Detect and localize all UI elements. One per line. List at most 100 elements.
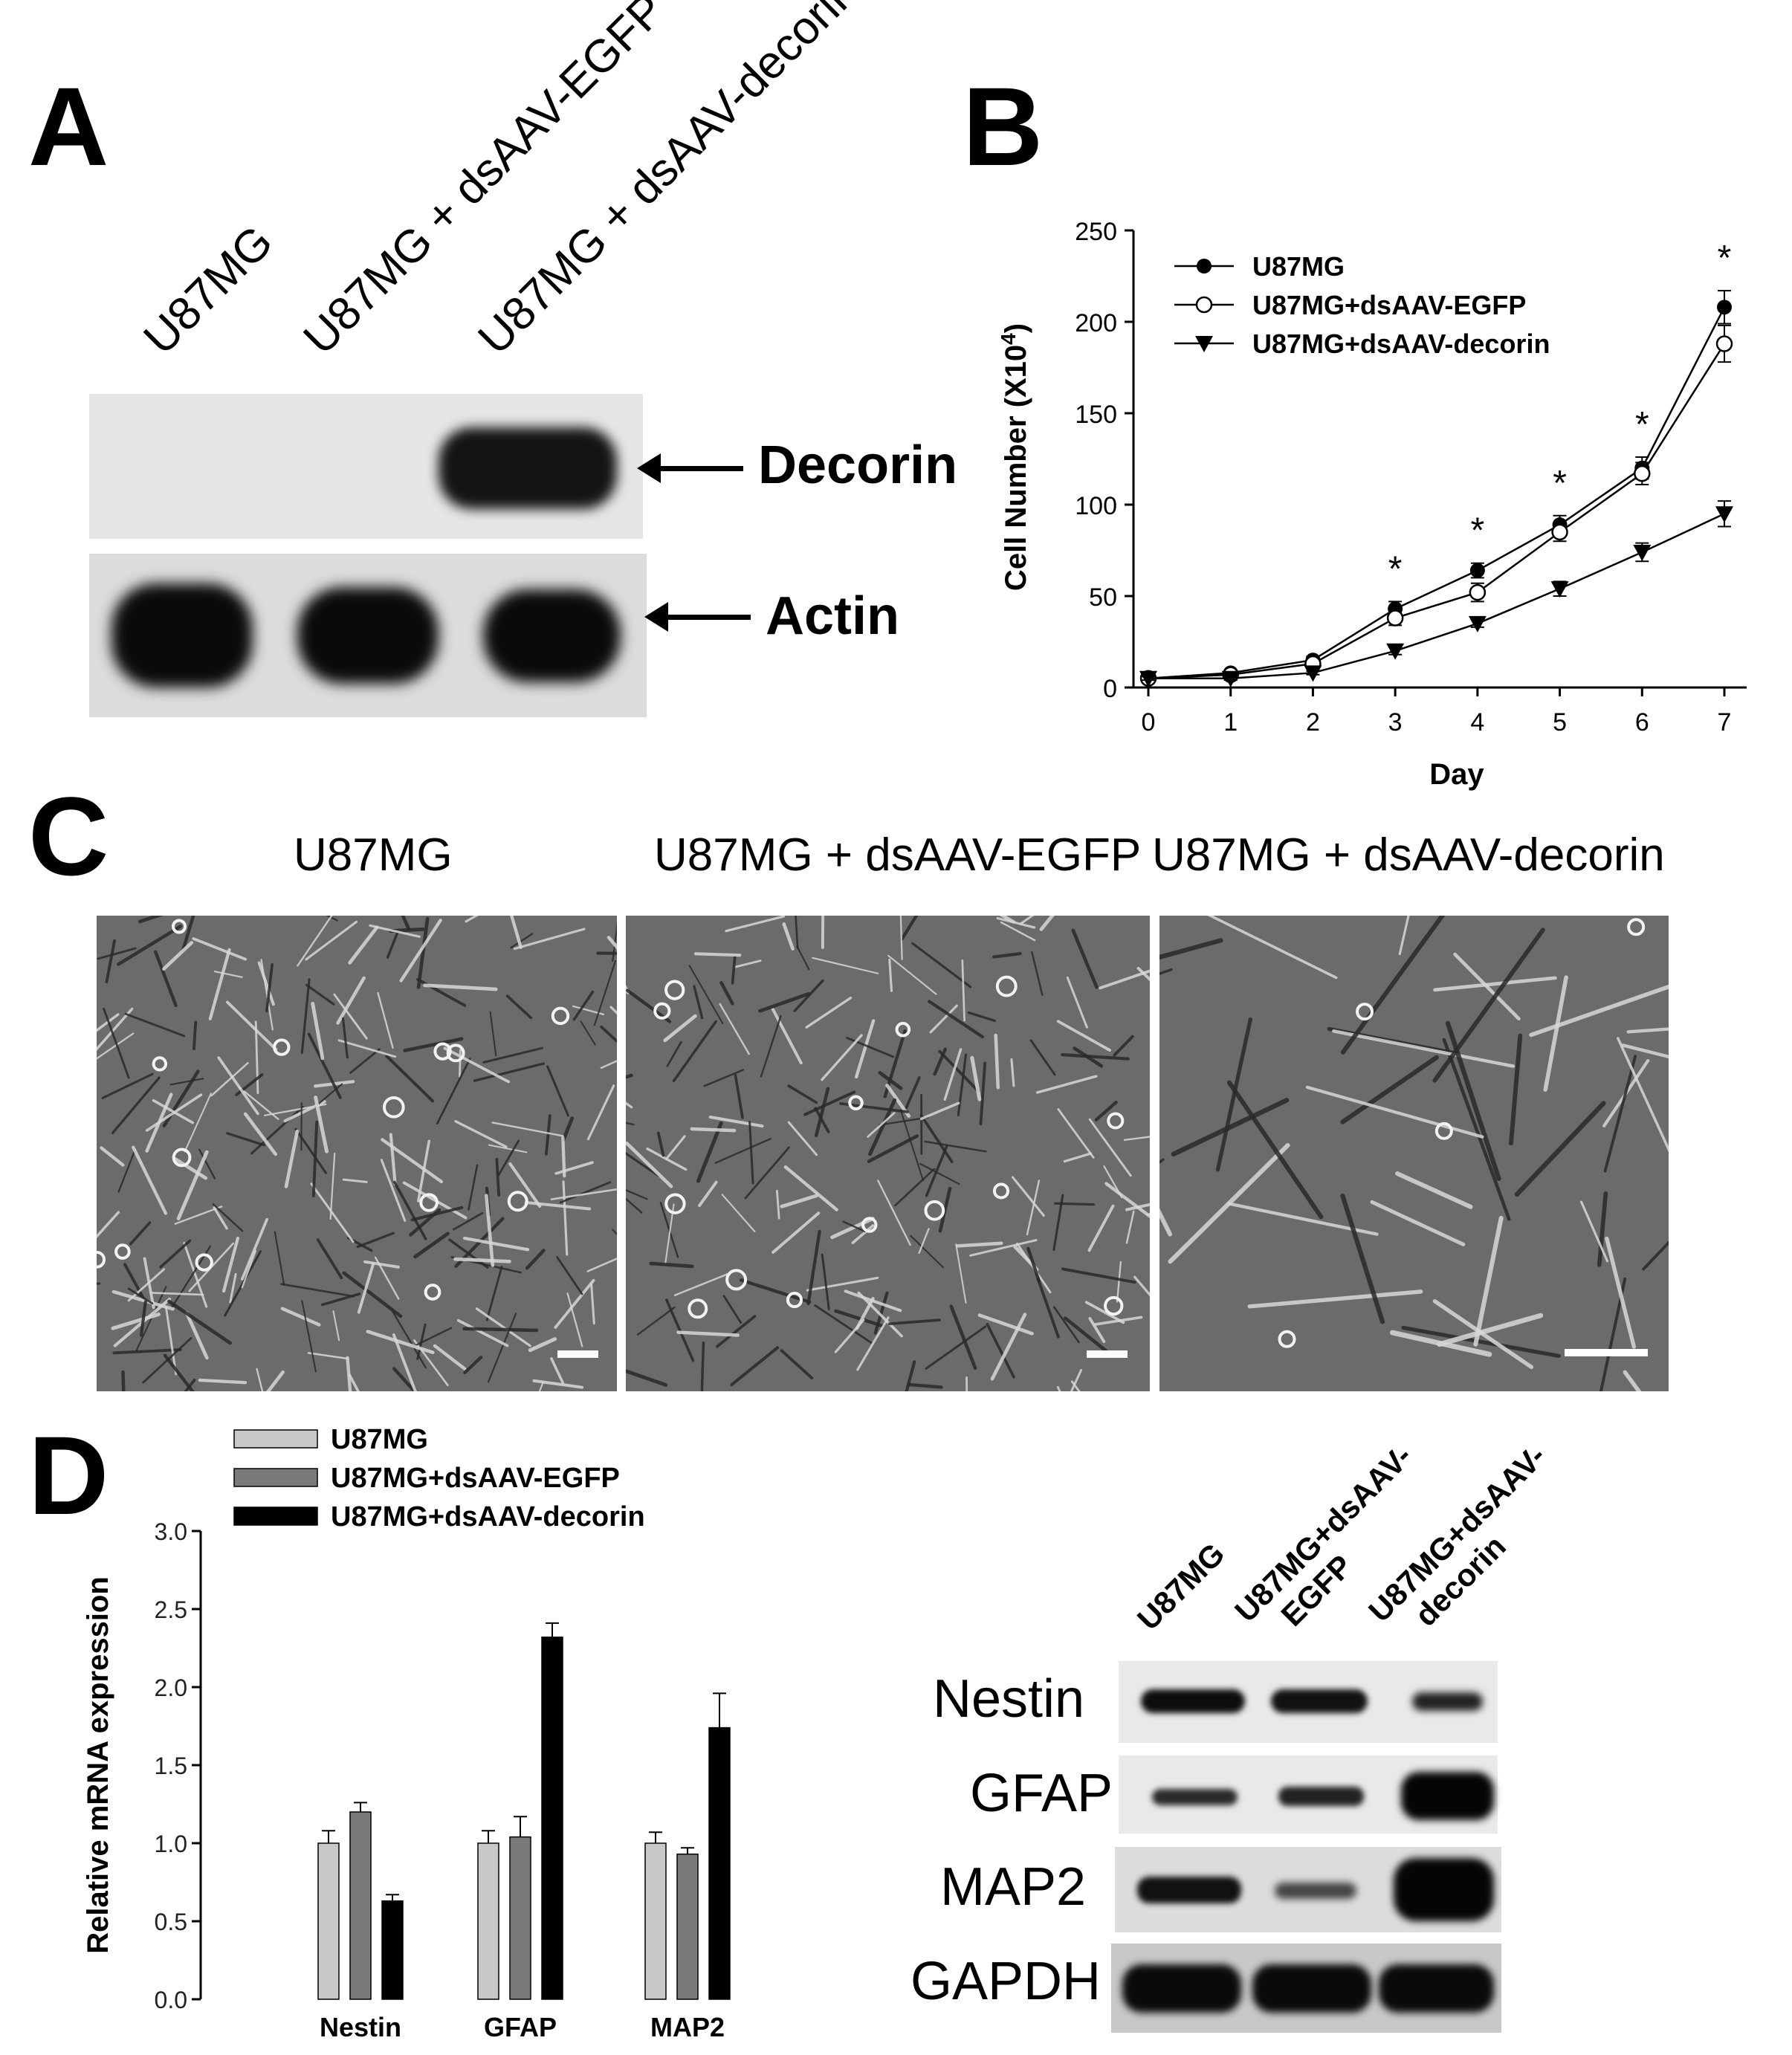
cell-process [301,1300,317,1373]
cell-process [97,1032,135,1060]
cell-process [856,1316,890,1371]
cell-process [814,1107,830,1133]
cell-process [977,1313,1034,1336]
cell-process [1432,1299,1534,1370]
cell-process [928,1000,984,1039]
cell-process [925,1325,987,1370]
cell-process [485,1194,495,1267]
bar [541,1637,563,2000]
cell-process [97,1013,120,1032]
cell-process [138,916,164,924]
bar-category-label: Nestin [320,2012,401,2042]
cell-process [389,1133,397,1186]
cell-process [399,919,442,983]
cell-process [111,1076,161,1135]
cell-process [198,1148,216,1179]
cell-process [846,1037,895,1058]
cell-process [453,1211,484,1231]
cell-process [1389,1330,1492,1357]
cell-process [163,1353,195,1391]
micrograph-title-3: U87MG + dsAAV-decorin [1152,829,1665,881]
cell-process [600,1025,617,1043]
cell-process [1332,1029,1516,1068]
cell-process [806,1276,879,1292]
bar-chart-ytick-label: 0.0 [155,1987,187,2013]
line-legend-label: U87MG+dsAAV-decorin [1252,329,1550,359]
actin-arrow [644,602,751,632]
rounded-cell [382,1096,405,1119]
cell-process [1159,1208,1173,1237]
bar [708,1726,731,2000]
cell-process [213,971,243,978]
cell-process [700,1341,705,1391]
line-series-path [1148,513,1725,679]
cell-process [132,1145,168,1215]
cell-process [1070,1369,1083,1391]
cell-process [970,1055,982,1101]
cell-process [907,1382,943,1389]
cell-process [919,1162,960,1185]
cell-process [721,1194,756,1233]
cell-process [329,1152,336,1220]
cell-process [626,1188,648,1200]
cell-process [332,1310,340,1342]
cell-process [402,1181,468,1220]
cell-process [731,954,737,985]
cell-process [468,1164,479,1211]
cell-process [888,958,893,992]
cell-process [1125,1210,1135,1244]
cell-process [580,1020,596,1046]
cell-process [1305,1085,1484,1139]
line-series-2 [1139,500,1733,687]
cell-process [688,965,724,1024]
cell-process [208,948,231,1020]
cell-process [992,951,1022,959]
cell-process [938,1186,952,1233]
cell-process [698,1180,718,1208]
actin-band-1 [111,583,253,687]
cell-process [626,1197,643,1214]
cell-process [1340,1055,1439,1124]
cell-process [830,1217,875,1240]
rounded-cell [419,1193,439,1212]
cell-process [1603,1055,1637,1173]
cell-process [473,1062,545,1082]
cell-process [453,1257,511,1263]
cell-process [1215,1017,1252,1172]
line-point [1468,615,1487,632]
cell-process [986,1322,1015,1379]
cell-process [127,1287,154,1305]
bar-category-label: MAP2 [650,2012,725,2042]
cell-process [1442,1038,1511,1221]
cell-process [900,916,919,941]
bar-chart-ytick-label: 0.5 [155,1909,187,1935]
rounded-cell [551,1006,570,1026]
cell-process [780,1194,818,1208]
cell-process [491,1122,564,1137]
cell-process [100,1146,125,1167]
cell-process [899,916,903,960]
cell-process [918,1228,930,1255]
cell-process [1070,1380,1081,1391]
cell-process [626,1073,633,1079]
decorin-blot [89,394,643,539]
cell-process [771,1007,803,1065]
cell-process [1052,1194,1064,1252]
cell-process [280,1283,355,1298]
cell-process [448,1238,489,1269]
cell-process [775,1189,780,1220]
cell-process [873,1291,889,1335]
cell-process [1617,1037,1669,1153]
legend-marker [1195,336,1213,352]
cell-process [356,1232,395,1249]
cell-process [969,1239,1038,1257]
cell-process [181,916,195,952]
wb-label-gfap: GFAP [970,1764,1113,1823]
cell-process [590,1283,595,1325]
cell-process [111,1289,175,1311]
cell-process [1073,1046,1104,1068]
cell-process [1057,1108,1095,1159]
cell-process [1159,1158,1165,1164]
line-chart-xtick-label: 5 [1553,708,1567,737]
cell-process [899,1109,924,1182]
